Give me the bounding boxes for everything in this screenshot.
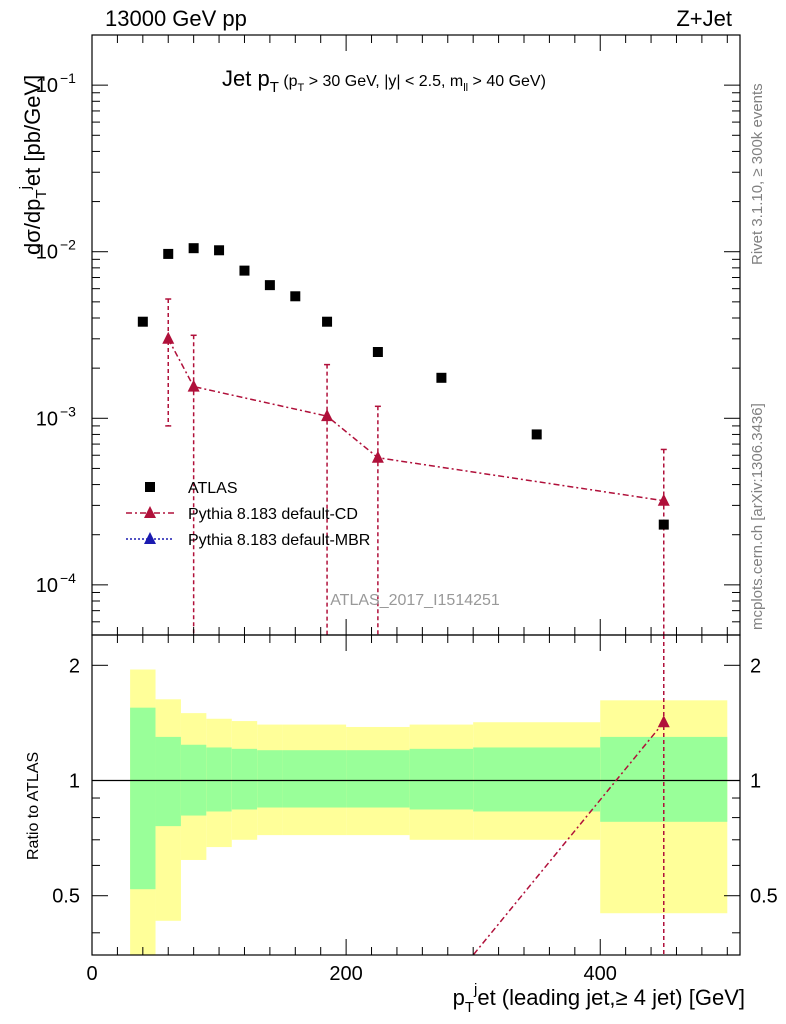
ratio-ytick-label: 2 bbox=[69, 655, 80, 677]
atlas-marker bbox=[239, 265, 250, 276]
legend-marker bbox=[144, 532, 156, 544]
ratio-band-green bbox=[257, 750, 283, 808]
ratio-frame bbox=[91, 634, 741, 956]
ratio-mc-marker bbox=[657, 715, 670, 728]
ratio-xtick-label: 200 bbox=[329, 963, 362, 985]
legend-marker bbox=[144, 506, 156, 518]
header-left: 13000 GeV pp bbox=[105, 6, 247, 31]
atlas-marker bbox=[137, 316, 148, 327]
main-ytick-exp: −2 bbox=[60, 237, 76, 253]
cd-marker bbox=[187, 379, 200, 392]
legend-label: Pythia 8.183 default-CD bbox=[188, 506, 358, 523]
atlas-marker bbox=[322, 316, 333, 327]
main-ytick-exp: −1 bbox=[60, 70, 76, 86]
ratio-band-green bbox=[600, 736, 728, 822]
main-ytick-label: 10 bbox=[36, 242, 58, 264]
ratio-mc-line bbox=[472, 721, 665, 956]
ratio-band-green bbox=[130, 707, 156, 890]
atlas-marker bbox=[264, 280, 275, 291]
legend-atlas-marker bbox=[145, 482, 155, 492]
atlas-marker bbox=[163, 248, 174, 259]
main-ytick-label: 10 bbox=[36, 575, 58, 597]
legend: ATLAS Pythia 8.183 default-CD Pythia 8.183… bbox=[126, 480, 370, 549]
ratio-xlabel: pTjet (leading jet,≥ 4 jet) [GeV] bbox=[453, 981, 745, 1016]
ratio-band-green bbox=[308, 750, 347, 808]
legend-label: Pythia 8.183 default-MBR bbox=[188, 532, 370, 549]
main-ytick-label: 10 bbox=[36, 75, 58, 97]
watermark: ATLAS_2017_I1514251 bbox=[330, 592, 500, 609]
main-ytick-label: 10 bbox=[36, 408, 58, 430]
ratio-panel: 0 200 400 0.5 0.5 1 1 2 2 Ratio to ATLAS pTjet (… bbox=[25, 634, 778, 1016]
rivet-label: Rivet 3.1.10, ≥ 300k events bbox=[749, 83, 766, 265]
ratio-band-green bbox=[282, 750, 308, 808]
ratio-band-green bbox=[473, 747, 601, 812]
cd-marker bbox=[657, 493, 670, 506]
main-ytick-exp: −4 bbox=[60, 570, 76, 586]
main-ylabel: dσ/dpTjet [pb/GeV] bbox=[17, 75, 50, 255]
main-title: Jet pT (pT > 30 GeV, |y| < 2.5, mll > 40… bbox=[222, 66, 546, 96]
atlas-marker bbox=[658, 519, 669, 530]
cd-marker bbox=[162, 331, 175, 344]
cd-line bbox=[167, 338, 664, 502]
ratio-xtick-label: 400 bbox=[584, 963, 617, 985]
ratio-band-green bbox=[206, 747, 232, 812]
ratio-ytick-label: 1 bbox=[750, 771, 761, 793]
ratio-band-green bbox=[231, 748, 258, 810]
ratio-band-green bbox=[155, 736, 181, 827]
ratio-ytick-label: 1 bbox=[69, 771, 80, 793]
ratio-band-green bbox=[346, 750, 410, 808]
atlas-marker bbox=[436, 372, 447, 383]
main-panel: 10−410−310−210−1 Jet pT (pT > 30 GeV, |y… bbox=[17, 34, 741, 636]
atlas-marker bbox=[188, 243, 199, 254]
ratio-xtick-label: 0 bbox=[86, 963, 97, 985]
header-right: Z+Jet bbox=[676, 6, 732, 31]
main-ytick-exp: −3 bbox=[60, 403, 76, 419]
ratio-ytick-label: 0.5 bbox=[52, 886, 80, 908]
cd-marker bbox=[321, 409, 334, 422]
atlas-marker bbox=[372, 347, 383, 358]
atlas-marker bbox=[531, 429, 542, 440]
ratio-ytick-label: 2 bbox=[750, 655, 761, 677]
ratio-ytick-label: 0.5 bbox=[750, 886, 778, 908]
atlas-marker bbox=[290, 291, 301, 302]
atlas-marker bbox=[214, 245, 225, 256]
mcplots-label: mcplots.cern.ch [arXiv:1306.3436] bbox=[749, 403, 766, 630]
cd-marker bbox=[371, 450, 384, 463]
ratio-band-green bbox=[409, 748, 474, 810]
ratio-ylabel: Ratio to ATLAS bbox=[25, 752, 42, 860]
legend-label: ATLAS bbox=[188, 480, 238, 497]
